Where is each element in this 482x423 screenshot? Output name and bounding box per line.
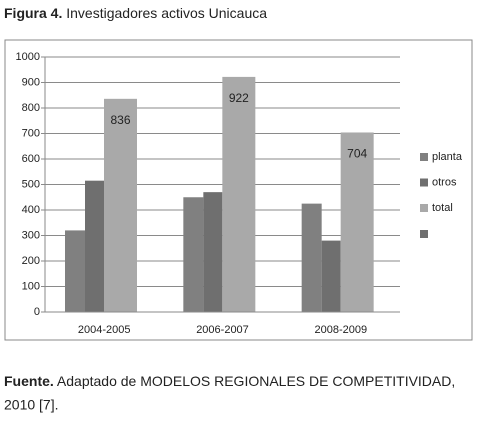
data-label: 704 bbox=[347, 147, 367, 161]
y-tick-label: 300 bbox=[22, 229, 40, 241]
bar bbox=[104, 98, 137, 312]
legend-swatch bbox=[420, 153, 428, 161]
legend-swatch bbox=[420, 178, 428, 187]
y-tick-label: 1000 bbox=[16, 51, 40, 63]
bar bbox=[203, 192, 223, 312]
y-tick-label: 700 bbox=[22, 127, 40, 139]
legend-label: otros bbox=[432, 176, 457, 188]
y-tick-label: 600 bbox=[22, 153, 40, 165]
x-tick-label: 2008-2009 bbox=[315, 324, 368, 336]
y-tick-label: 100 bbox=[22, 280, 40, 292]
figure-label: Figura 4. bbox=[4, 5, 62, 21]
bar bbox=[340, 132, 374, 312]
bar bbox=[222, 76, 256, 312]
figure-title-text: Investigadores activos Unicauca bbox=[66, 5, 267, 21]
y-tick-label: 0 bbox=[34, 306, 40, 318]
x-tick-label: 2006-2007 bbox=[196, 324, 249, 336]
data-label: 922 bbox=[229, 91, 249, 105]
y-tick-label: 200 bbox=[22, 255, 40, 267]
y-tick-label: 800 bbox=[22, 102, 40, 114]
source-text: Adaptado de MODELOS REGIONALES DE COMPET… bbox=[57, 373, 455, 389]
bar bbox=[301, 203, 322, 312]
figure-title: Figura 4. Investigadores activos Unicauc… bbox=[4, 5, 267, 21]
legend-label: planta bbox=[432, 151, 463, 163]
bar bbox=[321, 240, 341, 312]
chart-frame bbox=[4, 39, 473, 341]
bar bbox=[183, 197, 204, 312]
source: Fuente. Adaptado de MODELOS REGIONALES D… bbox=[4, 373, 455, 389]
y-tick-label: 900 bbox=[22, 76, 40, 88]
legend-swatch bbox=[420, 230, 428, 238]
source-label: Fuente. bbox=[4, 373, 54, 389]
x-tick-label: 2004-2005 bbox=[78, 324, 131, 336]
bar bbox=[65, 230, 85, 312]
bar bbox=[85, 180, 104, 312]
source-text: 2010 [7]. bbox=[4, 397, 59, 413]
data-label: 836 bbox=[110, 113, 130, 127]
y-tick-label: 400 bbox=[22, 204, 40, 216]
legend-swatch bbox=[420, 204, 428, 212]
legend-label: total bbox=[432, 202, 453, 214]
y-tick-label: 500 bbox=[22, 178, 40, 190]
